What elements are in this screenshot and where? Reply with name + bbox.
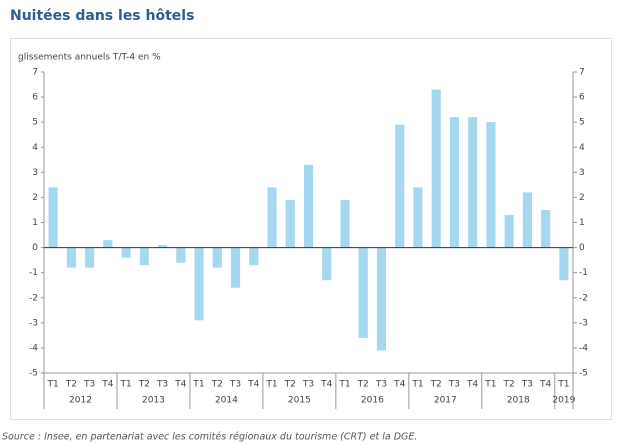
y2-tick-label: -2 xyxy=(579,293,588,303)
bar xyxy=(486,122,496,248)
x-tick-label: T1 xyxy=(484,380,496,390)
bar xyxy=(322,247,332,281)
bar xyxy=(249,247,259,266)
x-tick-label: T4 xyxy=(320,380,332,390)
bar xyxy=(267,187,277,248)
y-tick-label: 5 xyxy=(32,118,38,128)
bar xyxy=(522,192,532,248)
source: Source : Insee, en partenariat avec les … xyxy=(2,432,417,443)
bar xyxy=(303,164,314,248)
y-tick-label: -2 xyxy=(29,293,38,303)
y-tick-label: -3 xyxy=(29,318,38,328)
x-tick-label: T2 xyxy=(65,380,77,390)
bar xyxy=(194,247,204,321)
x-group-label: 2019 xyxy=(552,396,575,406)
x-tick-label: T1 xyxy=(192,380,204,390)
x-tick-label: T1 xyxy=(119,380,131,390)
y-tick-label: 1 xyxy=(32,218,38,228)
bar xyxy=(431,89,441,248)
bar xyxy=(212,247,222,268)
y-tick-label: 6 xyxy=(32,93,38,103)
bar xyxy=(139,247,149,266)
x-group-label: 2014 xyxy=(215,396,238,406)
bar xyxy=(376,247,387,351)
bar xyxy=(121,247,131,258)
x-tick-label: T4 xyxy=(174,380,186,390)
x-tick-label: T2 xyxy=(503,380,515,390)
x-tick-label: T1 xyxy=(411,380,423,390)
x-group-label: 2016 xyxy=(361,396,384,406)
y-tick-label: 4 xyxy=(32,143,38,153)
y-tick-label: -4 xyxy=(29,343,38,353)
bar xyxy=(449,117,459,248)
y2-tick-label: -5 xyxy=(579,369,588,379)
x-tick-label: T3 xyxy=(302,380,314,390)
x-tick-label: T3 xyxy=(375,380,387,390)
x-tick-label: T3 xyxy=(448,380,460,390)
bar xyxy=(413,187,423,248)
y2-tick-label: 3 xyxy=(579,168,585,178)
x-tick-label: T3 xyxy=(229,380,241,390)
x-group-label: 2013 xyxy=(142,396,165,406)
x-tick-label: T4 xyxy=(101,380,113,390)
x-tick-label: T2 xyxy=(284,380,296,390)
y2-tick-label: 4 xyxy=(579,143,585,153)
bar xyxy=(468,117,478,248)
y2-tick-label: 7 xyxy=(579,68,585,78)
bar xyxy=(103,240,113,248)
x-tick-label: T3 xyxy=(83,380,95,390)
y2-tick-label: -4 xyxy=(579,343,588,353)
y2-tick-label: -3 xyxy=(579,318,588,328)
x-tick-label: T2 xyxy=(211,380,223,390)
x-tick-label: T1 xyxy=(557,380,569,390)
x-group-label: 2012 xyxy=(69,396,92,406)
bar xyxy=(504,214,514,248)
bar xyxy=(559,247,569,281)
y2-tick-label: 2 xyxy=(579,193,585,203)
y2-tick-label: 1 xyxy=(579,218,585,228)
y2-tick-label: 5 xyxy=(579,118,585,128)
x-tick-label: T2 xyxy=(138,380,150,390)
x-group-label: 2018 xyxy=(507,396,530,406)
bar xyxy=(541,209,551,248)
bar xyxy=(230,247,241,288)
y-tick-label: -5 xyxy=(29,369,38,379)
x-tick-label: T2 xyxy=(430,380,442,390)
bar xyxy=(285,199,295,248)
bar xyxy=(176,247,186,263)
chart-title: Nuitées dans les hôtels xyxy=(10,8,194,24)
bar xyxy=(158,245,168,248)
x-tick-label: T1 xyxy=(265,380,277,390)
y2-tick-label: 0 xyxy=(579,243,585,253)
y-tick-label: 7 xyxy=(32,68,38,78)
y2-tick-label: 6 xyxy=(579,93,585,103)
y-tick-label: 3 xyxy=(32,168,38,178)
x-tick-label: T4 xyxy=(393,380,405,390)
x-tick-label: T4 xyxy=(247,380,259,390)
x-tick-label: T3 xyxy=(521,380,533,390)
x-tick-label: T4 xyxy=(466,380,478,390)
y-tick-label: 0 xyxy=(32,243,38,253)
x-group-label: 2017 xyxy=(434,396,457,406)
x-tick-label: T1 xyxy=(338,380,350,390)
bar xyxy=(66,247,76,268)
y-tick-label: -1 xyxy=(29,268,38,278)
x-tick-label: T2 xyxy=(357,380,369,390)
x-group-label: 2015 xyxy=(288,396,311,406)
x-tick-label: T1 xyxy=(47,380,59,390)
bar xyxy=(48,187,58,248)
y-tick-label: 2 xyxy=(32,193,38,203)
x-tick-label: T4 xyxy=(539,380,551,390)
subtitle: glissements annuels T/T-4 en % xyxy=(18,53,161,63)
x-tick-label: T3 xyxy=(156,380,168,390)
bar xyxy=(85,247,95,268)
bar xyxy=(358,247,368,338)
y2-tick-label: -1 xyxy=(579,268,588,278)
bar xyxy=(340,199,350,248)
bar xyxy=(395,124,405,248)
